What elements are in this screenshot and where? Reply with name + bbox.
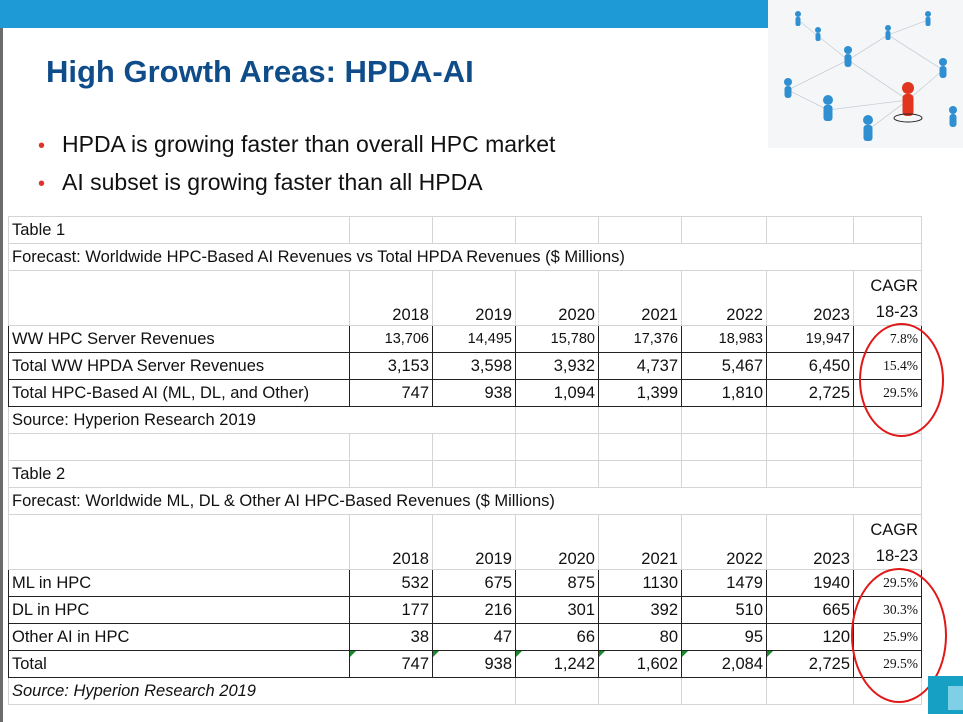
slide-title: High Growth Areas: HPDA-AI bbox=[46, 54, 474, 89]
table2-source: Source: Hyperion Research 2019 bbox=[8, 677, 516, 705]
bullet-item: • AI subset is growing faster than all HP… bbox=[38, 166, 555, 204]
table-row: Total 747 938 1,242 1,602 2,084 2,725 29… bbox=[8, 650, 922, 678]
value-cell: 675 bbox=[432, 569, 516, 597]
table1-caption-row: Table 1 bbox=[8, 216, 922, 244]
row-label: DL in HPC bbox=[8, 596, 350, 624]
value-cell: 2,725 bbox=[766, 379, 854, 407]
row-label: ML in HPC bbox=[8, 569, 350, 597]
value-cell: 15,780 bbox=[515, 325, 599, 353]
bullet-item: • HPDA is growing faster than overall HPC… bbox=[38, 128, 555, 166]
value-cell: 875 bbox=[515, 569, 599, 597]
value-cell: 4,737 bbox=[598, 352, 682, 380]
year-header: 2021 bbox=[598, 514, 682, 570]
value-cell: 120 bbox=[766, 623, 854, 651]
value-cell: 17,376 bbox=[598, 325, 682, 353]
value-cell: 13,706 bbox=[349, 325, 433, 353]
value-cell: 177 bbox=[349, 596, 433, 624]
value-cell: 747 bbox=[349, 650, 433, 678]
value-cell: 1,810 bbox=[681, 379, 767, 407]
value-cell: 938 bbox=[432, 379, 516, 407]
row-label: Total HPC-Based AI (ML, DL, and Other) bbox=[8, 379, 350, 407]
row-label: WW HPC Server Revenues bbox=[8, 325, 350, 353]
table1-source: Source: Hyperion Research 2019 bbox=[8, 406, 516, 434]
table-row: ML in HPC 532 675 875 1130 1479 1940 29.… bbox=[8, 569, 922, 597]
table2-header-row: 2018 2019 2020 2021 2022 2023 CAGR 18-23 bbox=[8, 514, 922, 570]
highlight-circle bbox=[851, 568, 947, 703]
year-header: 2020 bbox=[515, 514, 599, 570]
table1-source-row: Source: Hyperion Research 2019 bbox=[8, 406, 922, 434]
table-row: WW HPC Server Revenues 13,706 14,495 15,… bbox=[8, 325, 922, 353]
year-header: 2023 bbox=[766, 514, 854, 570]
year-header: 2022 bbox=[681, 514, 767, 570]
table1-subtitle-row: Forecast: Worldwide HPC-Based AI Revenue… bbox=[8, 243, 922, 271]
row-label: Total WW HPDA Server Revenues bbox=[8, 352, 350, 380]
value-cell: 532 bbox=[349, 569, 433, 597]
value-cell: 1,602 bbox=[598, 650, 682, 678]
year-header: 2019 bbox=[432, 514, 516, 570]
value-cell: 3,932 bbox=[515, 352, 599, 380]
value-cell: 1,399 bbox=[598, 379, 682, 407]
bullet-dot-icon: • bbox=[38, 135, 46, 157]
table2-subtitle: Forecast: Worldwide ML, DL & Other AI HP… bbox=[8, 487, 922, 515]
table1-header-row: 2018 2019 2020 2021 2022 2023 CAGR 18-23 bbox=[8, 270, 922, 326]
value-cell: 6,450 bbox=[766, 352, 854, 380]
value-cell: 1,094 bbox=[515, 379, 599, 407]
bullet-dot-icon: • bbox=[38, 173, 46, 195]
forecast-table: Table 1 Forecast: Worldwide HPC-Based AI… bbox=[8, 216, 922, 705]
year-header: 2019 bbox=[432, 270, 516, 326]
value-cell: 216 bbox=[432, 596, 516, 624]
table1-subtitle: Forecast: Worldwide HPC-Based AI Revenue… bbox=[8, 243, 922, 271]
value-cell: 18,983 bbox=[681, 325, 767, 353]
value-cell: 14,495 bbox=[432, 325, 516, 353]
value-cell: 47 bbox=[432, 623, 516, 651]
value-cell: 3,153 bbox=[349, 352, 433, 380]
cagr-header: CAGR 18-23 bbox=[853, 514, 922, 570]
value-cell: 938 bbox=[432, 650, 516, 678]
year-header: 2020 bbox=[515, 270, 599, 326]
value-cell: 38 bbox=[349, 623, 433, 651]
row-label: Total bbox=[8, 650, 350, 678]
value-cell: 301 bbox=[515, 596, 599, 624]
cagr-header: CAGR 18-23 bbox=[853, 270, 922, 326]
value-cell: 1479 bbox=[681, 569, 767, 597]
year-header: 2018 bbox=[349, 514, 433, 570]
spacer-row bbox=[8, 433, 922, 461]
table2-caption-row: Table 2 bbox=[8, 460, 922, 488]
value-cell: 392 bbox=[598, 596, 682, 624]
table1-caption: Table 1 bbox=[8, 216, 350, 244]
table2-caption: Table 2 bbox=[8, 460, 350, 488]
year-header: 2021 bbox=[598, 270, 682, 326]
table2-source-row: Source: Hyperion Research 2019 bbox=[8, 677, 922, 705]
value-cell: 80 bbox=[598, 623, 682, 651]
table2-subtitle-row: Forecast: Worldwide ML, DL & Other AI HP… bbox=[8, 487, 922, 515]
value-cell: 2,084 bbox=[681, 650, 767, 678]
row-label: Other AI in HPC bbox=[8, 623, 350, 651]
corner-decoration bbox=[948, 686, 963, 710]
value-cell: 5,467 bbox=[681, 352, 767, 380]
table-row: DL in HPC 177 216 301 392 510 665 30.3% bbox=[8, 596, 922, 624]
top-accent-bar bbox=[0, 0, 768, 28]
value-cell: 665 bbox=[766, 596, 854, 624]
value-cell: 3,598 bbox=[432, 352, 516, 380]
value-cell: 510 bbox=[681, 596, 767, 624]
value-cell: 747 bbox=[349, 379, 433, 407]
year-header: 2018 bbox=[349, 270, 433, 326]
value-cell: 1130 bbox=[598, 569, 682, 597]
highlight-circle bbox=[859, 323, 944, 437]
value-cell: 2,725 bbox=[766, 650, 854, 678]
table-row: Other AI in HPC 38 47 66 80 95 120 25.9% bbox=[8, 623, 922, 651]
value-cell: 66 bbox=[515, 623, 599, 651]
year-header: 2023 bbox=[766, 270, 854, 326]
value-cell: 19,947 bbox=[766, 325, 854, 353]
forecast-spreadsheet: Table 1 Forecast: Worldwide HPC-Based AI… bbox=[8, 216, 922, 705]
table-row: Total HPC-Based AI (ML, DL, and Other) 7… bbox=[8, 379, 922, 407]
left-edge-bar bbox=[0, 0, 3, 722]
table-row: Total WW HPDA Server Revenues 3,153 3,59… bbox=[8, 352, 922, 380]
people-network-icon bbox=[768, 0, 963, 148]
bullet-list: • HPDA is growing faster than overall HPC… bbox=[38, 128, 555, 204]
value-cell: 1940 bbox=[766, 569, 854, 597]
year-header: 2022 bbox=[681, 270, 767, 326]
value-cell: 95 bbox=[681, 623, 767, 651]
value-cell: 1,242 bbox=[515, 650, 599, 678]
